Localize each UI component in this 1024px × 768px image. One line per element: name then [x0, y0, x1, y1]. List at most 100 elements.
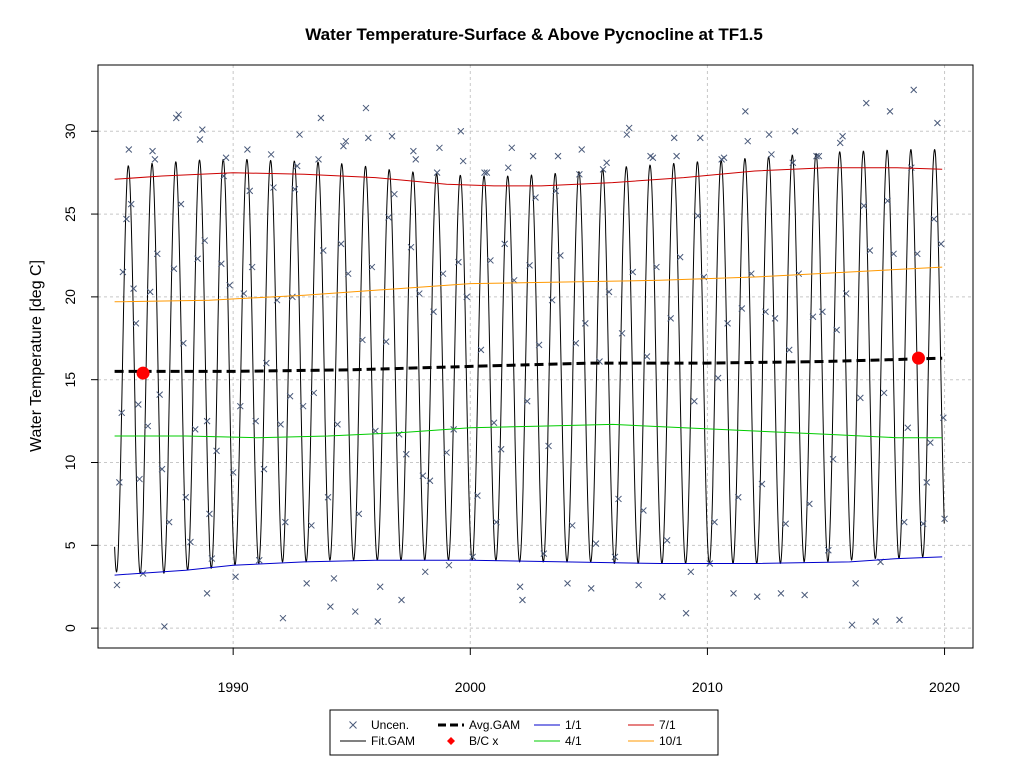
observation-point-191 — [768, 151, 775, 158]
observation-point-219 — [880, 389, 888, 397]
observation-point-73 — [330, 575, 338, 582]
observation-point-50 — [255, 556, 263, 564]
observation-point-13 — [146, 288, 154, 296]
fit-gam-layer — [114, 148, 945, 575]
observation-point-77 — [342, 137, 350, 145]
observation-point-107 — [445, 561, 453, 569]
observation-point-123 — [504, 164, 512, 172]
observation-point-84 — [368, 263, 376, 271]
observation-point-74 — [334, 421, 341, 428]
legend-avg-gam-label: Avg.GAM — [469, 718, 520, 732]
observation-point-211 — [848, 621, 856, 629]
observation-point-28 — [191, 426, 199, 433]
y-tick-label-10: 10 — [62, 455, 78, 471]
observation-point-65 — [303, 580, 311, 587]
legend-box — [329, 709, 719, 756]
observation-point-187 — [753, 593, 761, 601]
observation-point-54 — [270, 184, 277, 191]
observation-point-115 — [477, 346, 485, 354]
observation-point-6 — [127, 200, 135, 208]
observation-point-18 — [158, 465, 166, 473]
observation-point-78 — [344, 270, 352, 278]
observation-point-124 — [508, 144, 516, 152]
observation-point-135 — [548, 296, 556, 304]
observation-point-224 — [900, 518, 908, 526]
observation-point-4 — [123, 215, 130, 223]
legend-4-1-label: 4/1 — [565, 734, 582, 748]
observation-point-134 — [545, 442, 552, 450]
observation-point-127 — [519, 596, 526, 604]
observation-point-132 — [535, 341, 543, 349]
observation-point-39 — [220, 172, 228, 180]
observation-point-151 — [611, 553, 619, 561]
observation-point-0 — [113, 581, 121, 589]
observation-point-192 — [771, 315, 779, 322]
observation-point-142 — [576, 170, 583, 178]
observation-point-146 — [592, 540, 600, 548]
series-line-avg-gam — [114, 356, 943, 373]
observation-point-220 — [884, 197, 891, 205]
observation-point-62 — [293, 162, 301, 170]
observation-point-71 — [324, 493, 332, 501]
observation-point-221 — [886, 108, 894, 115]
observation-point-188 — [758, 480, 766, 488]
y-tick-label-0: 0 — [62, 624, 78, 632]
observation-point-21 — [170, 265, 178, 273]
observation-point-212 — [852, 580, 859, 587]
observation-point-173 — [696, 134, 704, 142]
observation-point-95 — [407, 243, 415, 251]
observation-point-86 — [374, 618, 382, 625]
observation-point-51 — [260, 465, 268, 473]
observation-point-205 — [824, 546, 832, 554]
y-tick-label-5: 5 — [62, 541, 78, 549]
legend-fit-gam-label: Fit.GAM — [371, 734, 415, 748]
observation-point-231 — [926, 439, 934, 446]
observation-point-116 — [481, 169, 488, 177]
observation-point-98 — [415, 290, 423, 297]
legend-b-c-x-label: B/C x — [469, 734, 498, 748]
observation-point-140 — [568, 522, 576, 529]
observation-point-180 — [724, 320, 731, 327]
observation-point-120 — [493, 518, 500, 526]
observation-point-63 — [296, 131, 303, 138]
observation-point-144 — [581, 320, 589, 327]
observation-point-133 — [540, 550, 548, 557]
observation-point-97 — [412, 156, 420, 163]
observation-point-64 — [299, 402, 307, 410]
observation-point-32 — [201, 237, 209, 244]
observation-point-106 — [443, 449, 450, 456]
observation-point-143 — [578, 146, 586, 153]
observation-point-88 — [382, 338, 390, 345]
observation-point-215 — [862, 99, 870, 107]
observation-point-131 — [532, 194, 539, 201]
observation-point-12 — [144, 422, 152, 430]
observation-point-214 — [860, 202, 868, 210]
observation-point-10 — [136, 475, 143, 483]
observation-point-163 — [659, 593, 666, 601]
observation-point-81 — [359, 336, 366, 344]
observation-point-36 — [208, 555, 216, 562]
observation-point-136 — [552, 187, 560, 195]
series-line-10-1 — [114, 266, 943, 303]
observation-point-209 — [839, 132, 846, 140]
observation-layer — [113, 86, 948, 630]
observation-point-27 — [187, 538, 194, 546]
observation-point-208 — [836, 139, 844, 147]
observation-point-90 — [388, 132, 396, 140]
legend-7-1-label: 7/1 — [659, 718, 676, 732]
observation-point-72 — [327, 603, 334, 610]
observation-point-30 — [196, 136, 204, 143]
observation-point-154 — [623, 131, 631, 138]
observation-point-89 — [385, 214, 392, 221]
y-axis-label: Water Temperature [deg C] — [28, 260, 45, 452]
observation-point-229 — [919, 520, 927, 528]
observation-point-176 — [711, 518, 718, 526]
observation-point-2 — [118, 409, 126, 417]
bc-layer — [136, 351, 925, 380]
observation-point-91 — [391, 190, 398, 198]
observation-point-79 — [351, 608, 359, 615]
observation-point-234 — [937, 240, 945, 248]
observation-point-9 — [134, 401, 142, 408]
observation-point-170 — [687, 568, 695, 576]
observation-point-194 — [782, 520, 790, 528]
